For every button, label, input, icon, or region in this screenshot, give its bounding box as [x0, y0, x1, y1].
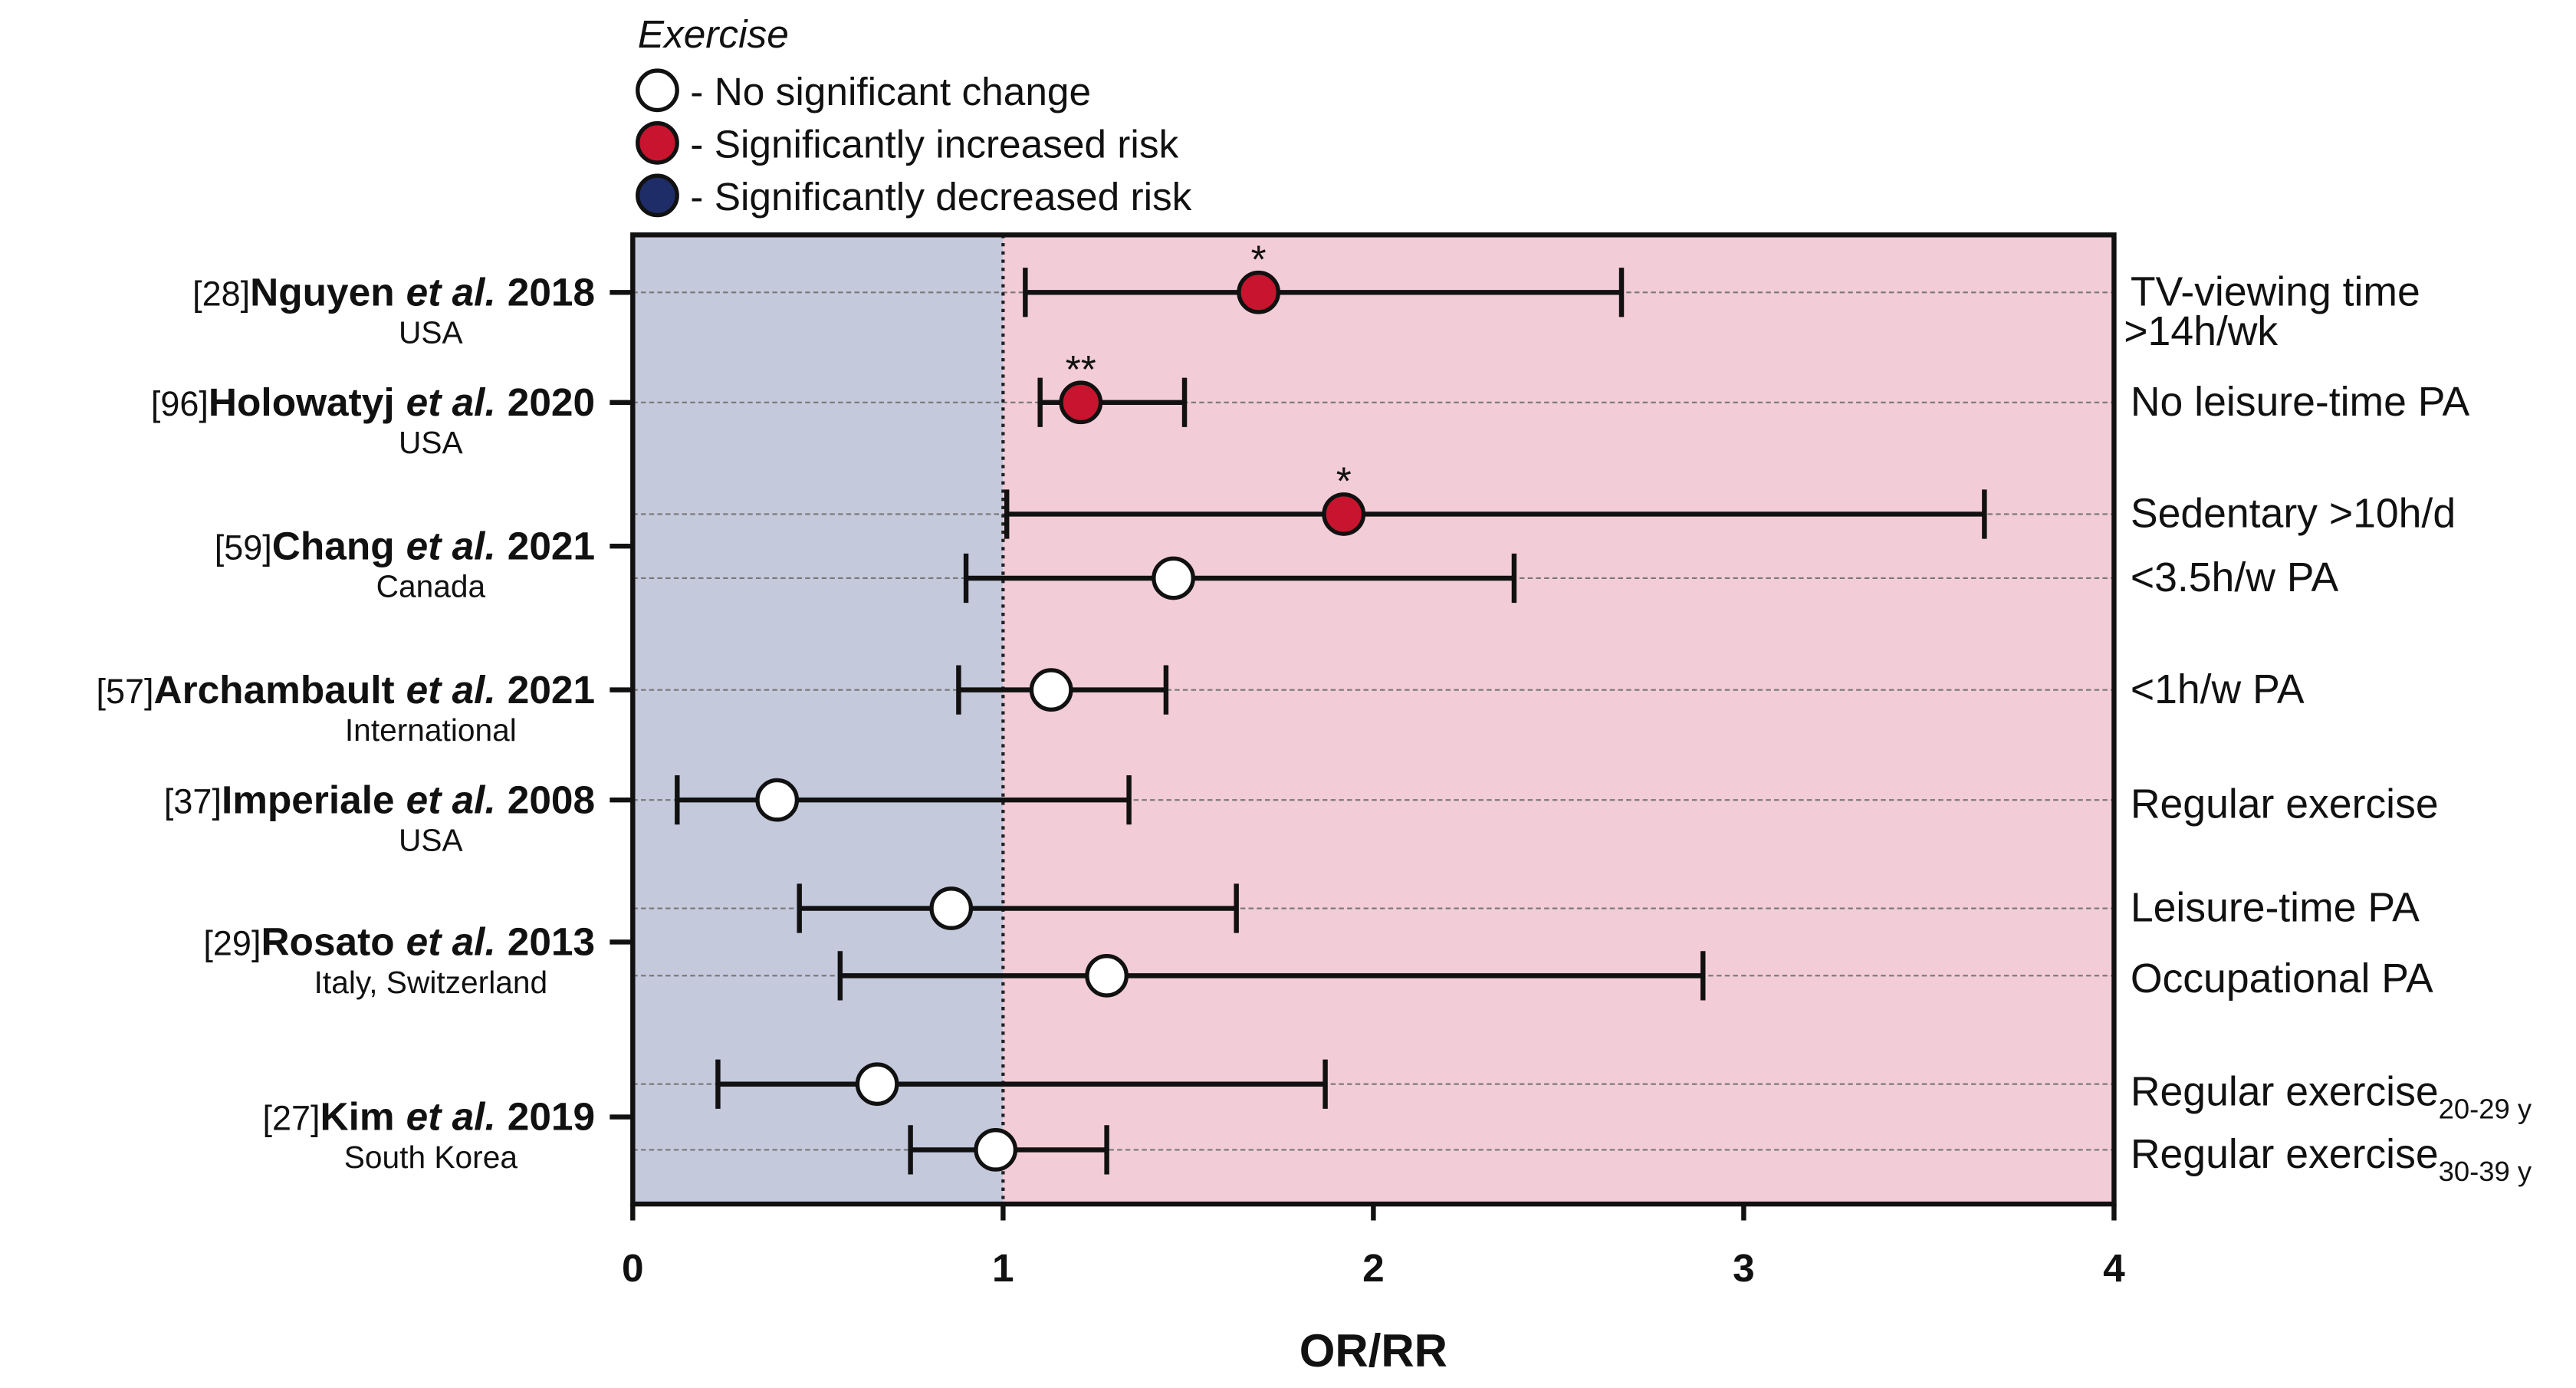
study-country: USA: [399, 425, 464, 460]
study-etal: et al.: [406, 667, 496, 712]
study-year: 2019: [508, 1094, 595, 1139]
study-year: 2013: [508, 919, 595, 964]
legend-marker: [636, 68, 679, 113]
estimate-point: [929, 886, 974, 930]
estimate-point: [1085, 953, 1129, 998]
significance: *: [1336, 459, 1352, 503]
study-label: [57]Archambault et al. 2021: [96, 667, 595, 712]
study-label: [59]Chang et al. 2021: [215, 523, 595, 567]
study-ref: [96]: [151, 384, 209, 423]
row-label-text: Regular exercise: [2131, 782, 2439, 827]
row-label-text: <1h/w PA: [2131, 667, 2305, 712]
study-author: Holowatyj: [209, 380, 395, 424]
study-ref: [28]: [192, 274, 250, 313]
study-etal: et al.: [406, 269, 496, 314]
study-year: 2021: [508, 523, 595, 567]
legend-title: Exercise: [638, 12, 789, 56]
study-country: Italy, Switzerland: [314, 965, 548, 1000]
study-etal: et al.: [406, 1094, 496, 1139]
legend-marker: [636, 173, 679, 218]
estimate-point: [1029, 668, 1073, 712]
study-author: Chang: [272, 523, 395, 567]
study-label: [37]Imperiale et al. 2008: [164, 777, 595, 821]
estimate-point: [1237, 270, 1281, 314]
study-label: [29]Rosato et al. 2013: [203, 919, 595, 964]
study-ref: [27]: [263, 1099, 320, 1138]
row-label: Regular exercise30-39 y: [2131, 1132, 2532, 1187]
study-author: Rosato: [261, 919, 394, 964]
study-author: Archambault: [154, 667, 395, 712]
study-year: 2018: [508, 269, 595, 314]
x-tick-label: 2: [1362, 1245, 1385, 1290]
estimate-point: [855, 1062, 899, 1107]
study-country: USA: [399, 823, 464, 858]
row-label: TV-viewing time: [2131, 269, 2420, 314]
row-label-text: Occupational PA: [2131, 956, 2433, 1002]
row-label-text: TV-viewing time: [2131, 269, 2420, 314]
x-tick-label: 3: [1733, 1245, 1755, 1290]
increased-region: [1003, 235, 2114, 1205]
row-label: <1h/w PA: [2131, 667, 2305, 712]
row-label: Occupational PA: [2131, 956, 2433, 1002]
row-label-text: Regular exercise: [2131, 1070, 2439, 1115]
study-ref: [57]: [96, 672, 153, 711]
study-ref: [59]: [215, 528, 272, 567]
significance: **: [1066, 347, 1096, 391]
legend-label: - Significantly decreased risk: [690, 174, 1191, 219]
estimate-point: [755, 778, 800, 822]
row-label-text: Sedentary >10h/d: [2131, 492, 2456, 537]
row-label-text: No leisure-time PA: [2131, 380, 2470, 425]
study-country: International: [345, 712, 517, 748]
study-label: [96]Holowatyj et al. 2020: [151, 380, 595, 424]
study-etal: et al.: [406, 919, 496, 964]
x-tick-label: 4: [2103, 1245, 2125, 1290]
estimate-point: [974, 1128, 1018, 1172]
row-label: No leisure-time PA: [2131, 380, 2470, 425]
row-label: Leisure-time PA: [2131, 886, 2420, 931]
study-year: 2008: [508, 777, 595, 821]
estimate-point: [1152, 556, 1195, 600]
study-etal: et al.: [406, 777, 496, 821]
study-country: USA: [399, 315, 464, 350]
study-country: South Korea: [344, 1140, 518, 1175]
row-label-subscript: 30-39 y: [2439, 1156, 2532, 1187]
legend-marker: [636, 120, 679, 165]
x-tick-label: 1: [992, 1245, 1014, 1290]
study-country: Canada: [376, 569, 486, 604]
row-label-text: Regular exercise: [2131, 1132, 2439, 1177]
legend-label: - No significant change: [690, 69, 1091, 113]
row-label-text: <3.5h/w PA: [2131, 555, 2339, 600]
study-ref: [29]: [203, 924, 261, 963]
row-label: <3.5h/w PA: [2131, 555, 2339, 600]
study-year: 2020: [508, 380, 595, 424]
row-label: Regular exercise: [2131, 782, 2439, 827]
study-author: Kim: [320, 1094, 395, 1139]
decreased-region: [632, 235, 1004, 1205]
study-etal: et al.: [406, 380, 496, 424]
study-label: [28]Nguyen et al. 2018: [192, 269, 595, 314]
x-tick-label: 0: [622, 1245, 644, 1290]
study-etal: et al.: [406, 523, 496, 567]
study-label: [27]Kim et al. 2019: [263, 1094, 596, 1139]
legend-label: - Significantly increased risk: [690, 122, 1178, 166]
row-label-subscript: 20-29 y: [2439, 1094, 2532, 1125]
row-label-line2: >14h/wk: [2124, 309, 2278, 354]
study-author: Nguyen: [250, 269, 394, 314]
row-label-text: Leisure-time PA: [2131, 886, 2420, 931]
study-ref: [37]: [164, 781, 222, 821]
significance: *: [1251, 237, 1267, 281]
study-year: 2021: [508, 667, 595, 712]
row-label: Sedentary >10h/d: [2131, 492, 2456, 537]
estimate-point: [1322, 492, 1366, 536]
estimate-point: [1059, 380, 1103, 425]
row-label: Regular exercise20-29 y: [2131, 1070, 2532, 1125]
study-author: Imperiale: [222, 777, 395, 821]
x-axis-label: OR/RR: [1300, 1325, 1447, 1376]
